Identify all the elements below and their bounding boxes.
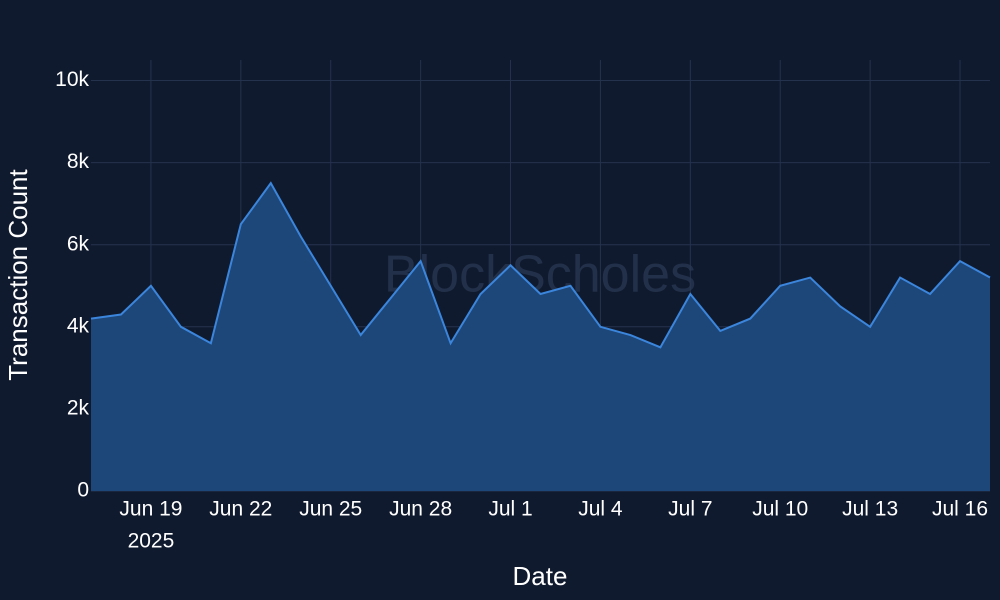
y-tick-label: 10k [55, 68, 89, 91]
x-tick-label: Jun 19 [119, 498, 182, 521]
x-tick-label: Jul 10 [752, 498, 808, 521]
x-axis-title: Date [513, 561, 568, 591]
y-tick-label: 0 [77, 479, 89, 502]
area [91, 183, 990, 491]
y-axis-title: Transaction Count [3, 168, 33, 380]
x-tick-label: Jun 22 [209, 498, 272, 521]
y-tick-label: 6k [67, 232, 90, 255]
x-tick-label: Jul 1 [488, 498, 532, 521]
x-tick-label: Jun 25 [299, 498, 362, 521]
line [90, 181, 991, 349]
y-tick-label: 4k [67, 314, 90, 337]
x-tick-label: Jun 28 [389, 498, 452, 521]
x-tick-label: Jul 7 [668, 498, 712, 521]
x-tick-label: Jul 4 [578, 498, 623, 521]
x-tick-label: Jul 13 [842, 498, 898, 521]
y-tick-label: 2k [67, 396, 90, 419]
y-tick-label: 8k [67, 150, 90, 173]
x-tick-label: Jul 16 [932, 498, 988, 521]
x-year-label: 2025 [128, 530, 175, 553]
